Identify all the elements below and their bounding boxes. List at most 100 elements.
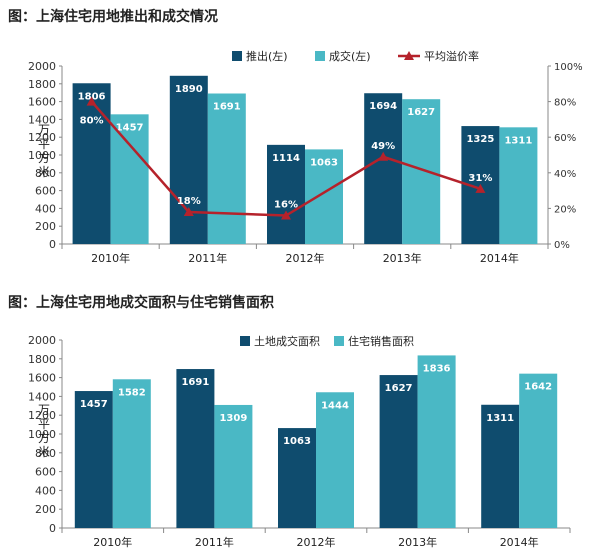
bar-dark bbox=[364, 93, 403, 244]
x-tick-label: 2014年 bbox=[480, 251, 519, 265]
y-tick-label: 800 bbox=[35, 447, 56, 460]
y-tick-label: 1200 bbox=[28, 131, 56, 144]
bar-light bbox=[207, 93, 246, 244]
x-tick-label: 2011年 bbox=[188, 251, 227, 265]
bar-light bbox=[316, 392, 354, 528]
bar-value-label: 1311 bbox=[504, 135, 532, 146]
bar-value-label: 1627 bbox=[407, 107, 435, 118]
bar-dark bbox=[72, 83, 111, 245]
chart-panel-1: 图：上海住宅用地推出和成交情况 0 200 400 600 800 1000 1200 140… bbox=[8, 9, 583, 265]
y-tick-label: 1600 bbox=[28, 96, 56, 109]
x-tick-label: 2013年 bbox=[398, 535, 437, 549]
chart-title-1: 图：上海住宅用地推出和成交情况 bbox=[8, 9, 218, 25]
y-tick-label: 1000 bbox=[28, 428, 56, 441]
bar-dark bbox=[267, 144, 305, 244]
bar-value-label: 1694 bbox=[369, 101, 397, 112]
y-axis-label-char: 方 bbox=[38, 430, 50, 445]
legend-label: 推出(左) bbox=[246, 49, 288, 63]
bar-value-label: 1444 bbox=[321, 400, 349, 411]
y-axis-label-char: 方 bbox=[38, 150, 50, 165]
bar-light bbox=[110, 114, 149, 245]
y-tick-label: 1400 bbox=[28, 113, 56, 126]
bar-light bbox=[112, 379, 151, 528]
x-tick-label: 2014年 bbox=[500, 535, 539, 549]
x-tick-label: 2012年 bbox=[297, 535, 336, 549]
x-tick-label: 2010年 bbox=[91, 251, 130, 265]
legend-label: 土地成交面积 bbox=[254, 334, 320, 348]
legend-label: 平均溢价率 bbox=[424, 49, 479, 63]
bar-dark bbox=[278, 428, 316, 528]
line-value-label: 31% bbox=[468, 173, 492, 184]
bar-value-label: 1311 bbox=[486, 413, 514, 424]
y-tick-label: 1400 bbox=[28, 390, 56, 403]
line-value-label: 80% bbox=[80, 116, 104, 127]
y-axis-label-char: 平 bbox=[38, 417, 50, 431]
bar-value-label: 1063 bbox=[283, 436, 311, 447]
bar-light bbox=[499, 127, 538, 244]
x-tick-label: 2011年 bbox=[195, 535, 234, 549]
y-tick-label: 600 bbox=[35, 185, 56, 198]
y-tick-label: 2000 bbox=[28, 334, 56, 347]
y-axis-label-char: 米 bbox=[38, 165, 50, 179]
bar-dark bbox=[176, 369, 215, 528]
y-axis-label-char: 平 bbox=[38, 137, 50, 151]
bar-value-label: 1890 bbox=[175, 84, 203, 95]
legend-label: 住宅销售面积 bbox=[348, 334, 414, 348]
legend-swatch bbox=[315, 51, 325, 61]
chart2-svg: 0 200 400 600 800 1000 1200 1400 1600 1800 2000 万平方… bbox=[28, 334, 571, 549]
y-tick-label: 2000 bbox=[28, 60, 56, 73]
line-value-label: 18% bbox=[177, 196, 201, 207]
line-value-label: 49% bbox=[371, 141, 395, 152]
bar-light bbox=[402, 99, 441, 245]
x-tick-label: 2013年 bbox=[383, 251, 422, 265]
bar-value-label: 1309 bbox=[219, 413, 247, 424]
y-tick-label: 0 bbox=[49, 522, 56, 535]
y-tick-label: 1000 bbox=[28, 149, 56, 162]
y-tick-label: 600 bbox=[35, 466, 56, 479]
y-tick-label: 0 bbox=[49, 238, 56, 251]
chart1-svg: 0 200 400 600 800 1000 1200 1400 1600 1800 2000 万平方… bbox=[28, 49, 583, 265]
line-point-marker bbox=[183, 206, 194, 216]
bar-value-label: 1582 bbox=[118, 387, 146, 398]
bar-value-label: 1627 bbox=[385, 383, 413, 394]
bar-value-label: 1642 bbox=[524, 382, 552, 393]
legend-swatch bbox=[240, 336, 250, 346]
bar-value-label: 1063 bbox=[310, 157, 338, 168]
bar-dark bbox=[481, 404, 520, 528]
bar-light bbox=[214, 404, 253, 528]
line-point-marker bbox=[86, 96, 97, 106]
y-tick-label: 400 bbox=[35, 484, 56, 497]
y2-tick-label: 40% bbox=[554, 169, 576, 180]
y-tick-label: 200 bbox=[35, 503, 56, 516]
y-tick-label: 1600 bbox=[28, 372, 56, 385]
y2-tick-label: 60% bbox=[554, 133, 576, 144]
legend-swatch bbox=[334, 336, 344, 346]
y2-tick-label: 20% bbox=[554, 204, 576, 215]
y2-tick-label: 80% bbox=[554, 98, 576, 109]
bar-value-label: 1836 bbox=[423, 363, 451, 374]
bar-value-label: 1691 bbox=[181, 377, 209, 388]
y2-tick-label: 0% bbox=[554, 240, 570, 251]
line-point-marker bbox=[378, 151, 389, 161]
y-tick-label: 200 bbox=[35, 220, 56, 233]
bar-dark bbox=[379, 375, 418, 528]
chart-panel-2: 图：上海住宅用地成交面积与住宅销售面积 0 200 400 600 800 1000 120… bbox=[0, 280, 600, 554]
bar-value-label: 1457 bbox=[80, 399, 108, 410]
y-tick-label: 1800 bbox=[28, 78, 56, 91]
y-axis-label-char: 米 bbox=[38, 445, 50, 459]
legend-marker bbox=[404, 51, 414, 60]
y-axis-label-char: 万 bbox=[38, 403, 50, 417]
x-tick-label: 2012年 bbox=[286, 251, 325, 265]
x-tick-label: 2010年 bbox=[93, 535, 132, 549]
y-tick-label: 1200 bbox=[28, 409, 56, 422]
y-tick-label: 1800 bbox=[28, 353, 56, 366]
legend-label: 成交(左) bbox=[329, 49, 371, 63]
y-tick-label: 800 bbox=[35, 167, 56, 180]
bar-value-label: 1691 bbox=[213, 102, 241, 113]
y-tick-label: 400 bbox=[35, 202, 56, 215]
legend-swatch bbox=[232, 51, 242, 61]
bar-light bbox=[305, 149, 343, 244]
bar-value-label: 1114 bbox=[272, 153, 300, 164]
bar-light bbox=[519, 373, 558, 528]
bar-dark bbox=[74, 391, 113, 528]
